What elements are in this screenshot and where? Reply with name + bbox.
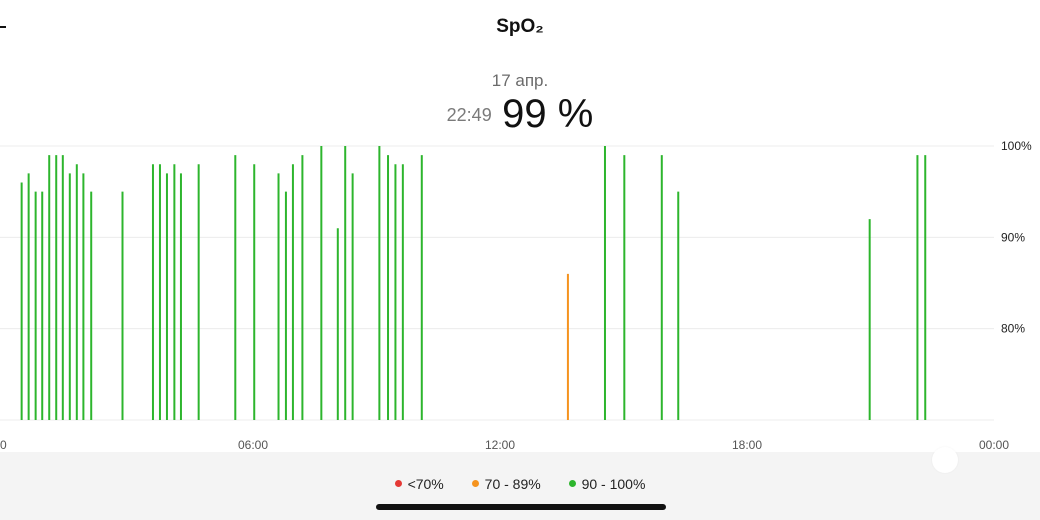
page-title: SpO₂ <box>496 16 544 37</box>
x-axis-ticks: 0 06:00 12:00 18:00 00:00 <box>0 438 1009 452</box>
legend-label-normal: 90 - 100% <box>581 476 646 492</box>
data-bars <box>20 146 927 420</box>
x-tick-label: 0 <box>0 438 7 452</box>
legend: <70% 70 - 89% 90 - 100% <box>0 476 1040 492</box>
legend-dot-low <box>394 480 402 487</box>
legend-item-moderate: 70 - 89% <box>471 476 541 492</box>
selected-value: 99 % <box>502 92 594 136</box>
x-tick-label: 00:00 <box>979 438 1009 452</box>
legend-dot-normal <box>568 480 576 487</box>
back-icon[interactable] <box>0 26 6 28</box>
x-tick-label: 18:00 <box>732 438 762 452</box>
x-tick-label: 12:00 <box>485 438 515 452</box>
x-tick-label: 06:00 <box>238 438 268 452</box>
y-axis-ticks: 100% 90% 80% <box>1001 139 1032 336</box>
selected-date: 17 апр. <box>491 71 549 90</box>
selected-time: 22:49 <box>446 105 492 125</box>
legend-item-low: <70% <box>394 476 444 492</box>
legend-label-moderate: 70 - 89% <box>484 476 541 492</box>
legend-item-normal: 90 - 100% <box>568 476 646 492</box>
spo2-chart[interactable]: 100% 90% 80% 0 06:00 12:00 18:00 00:00 <box>0 0 1040 460</box>
legend-label-low: <70% <box>407 476 444 492</box>
grid-lines <box>0 145 994 421</box>
y-tick-label: 100% <box>1001 139 1032 153</box>
y-tick-label: 90% <box>1001 230 1025 244</box>
selected-reading: 22:49 99 % <box>0 92 1040 137</box>
scrub-handle[interactable] <box>932 447 958 473</box>
legend-dot-moderate <box>471 480 479 487</box>
home-indicator[interactable] <box>376 504 666 510</box>
y-tick-label: 80% <box>1001 322 1025 336</box>
